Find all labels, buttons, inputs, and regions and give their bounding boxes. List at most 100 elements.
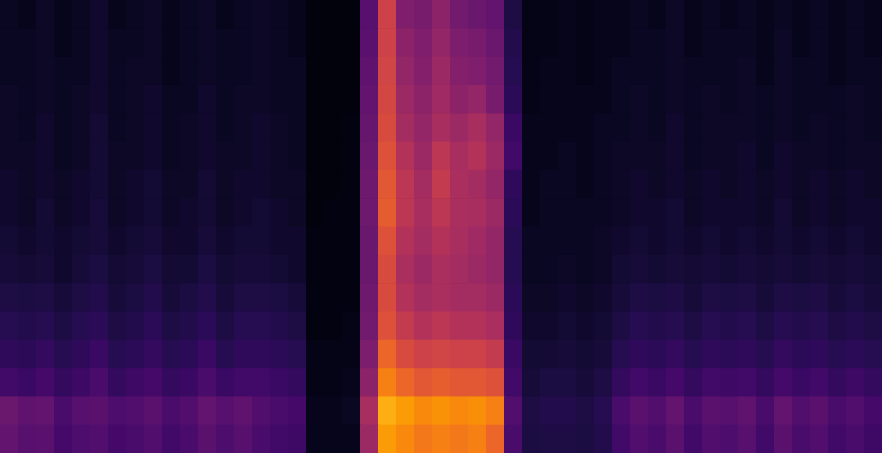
heatmap-cell <box>630 227 649 256</box>
heatmap-cell <box>360 0 379 29</box>
heatmap-cell <box>342 142 361 171</box>
heatmap-cell <box>414 113 433 142</box>
heatmap-cell <box>342 227 361 256</box>
heatmap-cell <box>108 113 127 142</box>
heatmap-cell <box>234 0 253 29</box>
heatmap-cell <box>828 368 847 397</box>
heatmap-cell <box>270 311 289 340</box>
heatmap-cell <box>108 311 127 340</box>
heatmap-cell <box>108 0 127 29</box>
heatmap-cell <box>558 142 577 171</box>
heatmap-cell <box>702 142 721 171</box>
heatmap-cell <box>720 311 739 340</box>
heatmap-cell <box>594 28 613 57</box>
heatmap-cell <box>864 198 882 227</box>
heatmap-cell <box>144 85 163 114</box>
heatmap-cell <box>252 198 271 227</box>
heatmap-cell <box>450 142 469 171</box>
heatmap-cell <box>54 142 73 171</box>
heatmap-cell <box>846 57 865 86</box>
heatmap-cell <box>684 85 703 114</box>
heatmap-cell <box>774 227 793 256</box>
heatmap-cell <box>684 340 703 369</box>
heatmap-cell <box>252 85 271 114</box>
heatmap-cell <box>612 340 631 369</box>
heatmap-cell <box>756 142 775 171</box>
heatmap-cell <box>648 113 667 142</box>
heatmap-cell <box>720 142 739 171</box>
heatmap-cell <box>324 170 343 199</box>
heatmap-cell <box>306 57 325 86</box>
heatmap-cell <box>396 311 415 340</box>
heatmap-cell <box>378 283 397 312</box>
heatmap-cell <box>108 425 127 453</box>
heatmap-cell <box>684 57 703 86</box>
heatmap-cell <box>72 283 91 312</box>
heatmap-cell <box>306 0 325 29</box>
heatmap-cell <box>144 311 163 340</box>
heatmap-cell <box>414 311 433 340</box>
heatmap-cell <box>54 311 73 340</box>
heatmap-cell <box>198 113 217 142</box>
heatmap-cell <box>432 396 451 425</box>
heatmap-cell <box>684 198 703 227</box>
heatmap-cell <box>468 368 487 397</box>
heatmap-cell <box>0 85 19 114</box>
heatmap-cell <box>18 311 37 340</box>
heatmap-cell <box>306 311 325 340</box>
heatmap-cell <box>630 311 649 340</box>
heatmap-cell <box>540 57 559 86</box>
heatmap-cell <box>468 113 487 142</box>
heatmap-cell <box>54 368 73 397</box>
heatmap-cell <box>288 368 307 397</box>
heatmap-cell <box>612 85 631 114</box>
heatmap-cell <box>468 255 487 284</box>
heatmap-cell <box>666 283 685 312</box>
heatmap-cell <box>486 142 505 171</box>
heatmap-cell <box>162 28 181 57</box>
heatmap-cell <box>864 283 882 312</box>
heatmap-cell <box>558 368 577 397</box>
heatmap-cell <box>378 425 397 453</box>
heatmap-cell <box>36 425 55 453</box>
heatmap-cell <box>702 57 721 86</box>
heatmap-cell <box>486 368 505 397</box>
heatmap-cell <box>558 311 577 340</box>
heatmap-cell <box>864 142 882 171</box>
heatmap-cell <box>504 198 523 227</box>
heatmap-cell <box>540 198 559 227</box>
heatmap-cell <box>360 57 379 86</box>
heatmap-cell <box>198 28 217 57</box>
heatmap-cell <box>126 283 145 312</box>
heatmap-cell <box>612 170 631 199</box>
heatmap-cell <box>828 283 847 312</box>
heatmap-cell <box>396 85 415 114</box>
heatmap-cell <box>648 142 667 171</box>
heatmap-cell <box>396 0 415 29</box>
heatmap-cell <box>810 28 829 57</box>
heatmap-cell <box>252 170 271 199</box>
heatmap-cell <box>774 311 793 340</box>
heatmap-cell <box>648 255 667 284</box>
heatmap-cell <box>144 170 163 199</box>
heatmap-cell <box>432 85 451 114</box>
heatmap-cell <box>666 340 685 369</box>
heatmap-cell <box>432 368 451 397</box>
heatmap-cell <box>738 198 757 227</box>
heatmap-cell <box>270 283 289 312</box>
heatmap-cell <box>540 283 559 312</box>
heatmap-cell <box>414 340 433 369</box>
heatmap-cell <box>576 0 595 29</box>
heatmap-cell <box>432 283 451 312</box>
heatmap-cell <box>828 113 847 142</box>
heatmap-cell <box>108 28 127 57</box>
heatmap-cell <box>612 57 631 86</box>
heatmap-cell <box>540 113 559 142</box>
heatmap-cell <box>666 255 685 284</box>
heatmap-cell <box>810 170 829 199</box>
heatmap-cell <box>144 368 163 397</box>
heatmap-cell <box>144 57 163 86</box>
heatmap-cell <box>360 396 379 425</box>
heatmap-cell <box>252 340 271 369</box>
heatmap-cell <box>612 311 631 340</box>
